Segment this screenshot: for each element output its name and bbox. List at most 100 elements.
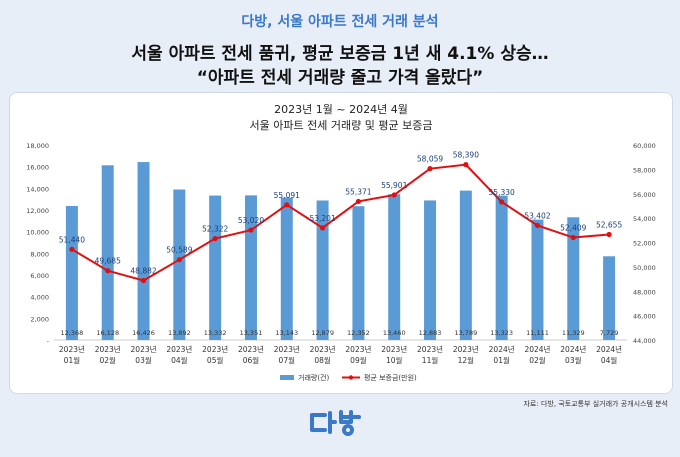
right-axis-tick-label: 56,000 <box>633 191 656 199</box>
right-axis-tick-label: 58,000 <box>633 166 656 174</box>
x-tick-label-year: 2023년 <box>202 344 228 354</box>
line-point <box>499 199 505 205</box>
x-tick-label-month: 02월 <box>529 355 546 365</box>
bar <box>531 219 544 340</box>
left-axis-tick-label: 4,000 <box>30 294 49 302</box>
line-value-label: 53,402 <box>524 211 550 220</box>
x-tick-label-year: 2024년 <box>596 344 622 354</box>
line-value-label: 55,901 <box>381 181 407 190</box>
bar-value-label: 16,426 <box>132 329 155 337</box>
left-axis-tick-label: 14,000 <box>26 185 49 193</box>
x-tick-label-year: 2024년 <box>524 344 550 354</box>
right-axis-tick-label: 54,000 <box>633 215 656 223</box>
line-value-label: 53,020 <box>238 216 264 225</box>
header: 다방, 서울 아파트 전세 거래 분석 서울 아파트 전세 품귀, 평균 보증금… <box>0 0 680 92</box>
x-tick-label-month: 03월 <box>135 355 152 365</box>
left-axis-tick-label: 12,000 <box>26 207 49 215</box>
bar <box>101 165 114 340</box>
line-value-label: 55,371 <box>345 187 371 196</box>
bar-value-label: 16,128 <box>96 329 119 337</box>
line-value-label: 51,440 <box>59 235 85 244</box>
x-tick-label-month: 11월 <box>422 355 439 365</box>
bar-value-label: 11,111 <box>526 329 549 337</box>
right-axis-tick-label: 60,000 <box>633 142 656 150</box>
left-axis-tick-label: 2,000 <box>30 315 49 323</box>
x-tick-label-month: 05월 <box>207 355 224 365</box>
brand-title: 다방, 서울 아파트 전세 거래 분석 <box>241 14 439 30</box>
x-tick-label-month: 07월 <box>279 355 296 365</box>
x-tick-label-year: 2023년 <box>274 344 300 354</box>
bar-value-label: 13,351 <box>240 329 263 337</box>
bar <box>137 162 150 340</box>
headline-line-1: 서울 아파트 전세 품귀, 평균 보증금 1년 새 4.1% 상승… <box>131 44 549 64</box>
line-value-label: 52,655 <box>596 221 622 230</box>
bar-value-label: 12,368 <box>61 329 84 337</box>
bar-value-label: 13,892 <box>168 329 191 337</box>
line-point <box>105 268 111 274</box>
line-value-label: 58,390 <box>453 151 479 160</box>
bar-value-label: 7,729 <box>600 329 619 337</box>
line-point <box>140 277 147 284</box>
line-value-label: 52,322 <box>202 225 228 234</box>
left-axis-tick-label: 16,000 <box>26 164 49 172</box>
dabang-logo <box>310 410 361 436</box>
bar-value-label: 13,332 <box>204 329 227 337</box>
line-value-label: 49,685 <box>95 257 121 266</box>
x-tick-label-month: 01월 <box>493 355 510 365</box>
x-tick-label-year: 2023년 <box>95 344 121 354</box>
right-axis-tick-label: 46,000 <box>633 313 656 321</box>
line-point <box>284 202 290 208</box>
left-axis-tick-label: 18,000 <box>26 142 49 150</box>
line-point <box>606 231 612 238</box>
x-tick-label-month: 04월 <box>171 355 188 365</box>
bar <box>65 206 78 340</box>
x-tick-label-year: 2024년 <box>560 344 586 354</box>
bar-value-label: 13,460 <box>383 329 406 337</box>
x-tick-label-month: 01월 <box>64 355 81 365</box>
headline-line-2: “아파트 전세 거래량 줄고 가격 올랐다” <box>196 68 484 88</box>
x-tick-label-month: 02월 <box>99 355 116 365</box>
line-value-label: 55,330 <box>489 188 515 197</box>
x-tick-label-year: 2024년 <box>489 344 515 354</box>
source-note: 자료: 다방, 국토교통부 실거래가 공개시스템 분석 <box>523 400 668 408</box>
bar <box>567 217 580 340</box>
line-point <box>355 198 362 205</box>
line-value-label: 55,091 <box>274 191 300 200</box>
x-tick-label-month: 09월 <box>350 355 367 365</box>
legend-bar-swatch <box>280 375 294 380</box>
line-point <box>212 235 218 242</box>
line-value-label: 50,589 <box>166 246 192 255</box>
legend-line-marker <box>348 375 354 380</box>
bar <box>173 189 186 340</box>
line-point <box>534 222 541 229</box>
line-point <box>570 234 576 241</box>
bar <box>388 194 401 340</box>
line-point <box>463 162 469 168</box>
bar-value-label: 11,329 <box>562 329 585 337</box>
line-point <box>248 227 254 233</box>
x-tick-label-month: 08월 <box>314 355 331 365</box>
right-axis-tick-label: 44,000 <box>633 337 656 345</box>
bar <box>352 206 365 340</box>
chart-card: 2023년 1월 ~ 2024년 4월 서울 아파트 전세 거래량 및 평균 보… <box>9 92 673 394</box>
bar-value-label: 13,143 <box>275 329 298 337</box>
bar <box>209 195 222 340</box>
left-axis-tick-label: - <box>47 337 50 345</box>
deposit-line <box>71 163 610 282</box>
line-value-label: 53,201 <box>309 214 335 223</box>
right-axis-tick-label: 50,000 <box>633 264 656 272</box>
bar <box>316 200 329 340</box>
x-tick-label-year: 2023년 <box>310 344 336 354</box>
bar-value-label: 12,352 <box>347 329 370 337</box>
x-tick-label-month: 06월 <box>243 355 260 365</box>
x-tick-label-month: 04월 <box>601 355 618 365</box>
line-point <box>176 257 182 263</box>
line-value-label: 58,059 <box>417 155 443 164</box>
bar <box>424 200 437 340</box>
x-tick-label-month: 10월 <box>386 355 403 365</box>
bar <box>603 256 616 340</box>
left-axis-tick-label: 8,000 <box>30 250 49 258</box>
chart-title: 2023년 1월 ~ 2024년 4월 <box>274 103 408 116</box>
x-tick-label-year: 2023년 <box>238 344 264 354</box>
legend-line-label: 평균 보증금(만원) <box>364 373 417 382</box>
